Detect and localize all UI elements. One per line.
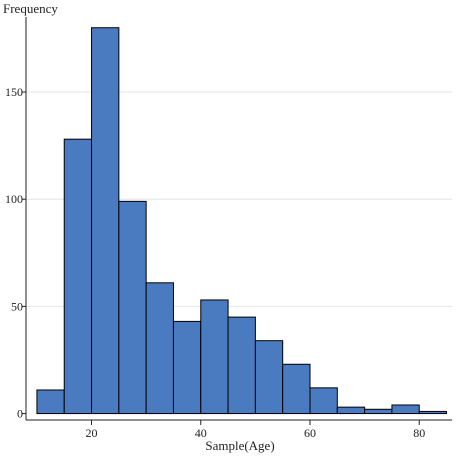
bars <box>36 27 448 415</box>
bar-45 <box>227 316 256 415</box>
y-tick-label-150: 150 <box>5 85 23 99</box>
y-axis-title: Frequency <box>3 1 58 16</box>
bar-15 <box>63 138 93 415</box>
bar-50 <box>254 340 284 415</box>
bar-35 <box>172 320 202 415</box>
y-ticks: 0 50 100 150 <box>5 85 26 421</box>
bar-40 <box>200 299 229 415</box>
bar-80 <box>418 410 448 415</box>
bar-20 <box>91 27 120 415</box>
bar-30 <box>145 282 174 415</box>
bar-75 <box>391 404 420 415</box>
bar-55 <box>282 363 311 415</box>
x-tick-label-80: 80 <box>413 426 425 440</box>
bar-25 <box>118 200 147 415</box>
x-tick-label-60: 60 <box>304 426 316 440</box>
bar-65 <box>336 406 366 415</box>
bar-10 <box>36 389 65 415</box>
bar-60 <box>309 387 338 415</box>
x-tick-label-40: 40 <box>195 426 207 440</box>
x-tick-label-20: 20 <box>86 426 98 440</box>
axes <box>25 17 452 421</box>
x-axis-title: Sample(Age) <box>205 438 274 453</box>
bar-70 <box>364 408 393 415</box>
y-tick-label-0: 0 <box>17 407 23 421</box>
y-tick-label-50: 50 <box>11 299 23 313</box>
y-tick-label-100: 100 <box>5 192 23 206</box>
x-ticks: 20 40 60 80 <box>86 420 425 440</box>
